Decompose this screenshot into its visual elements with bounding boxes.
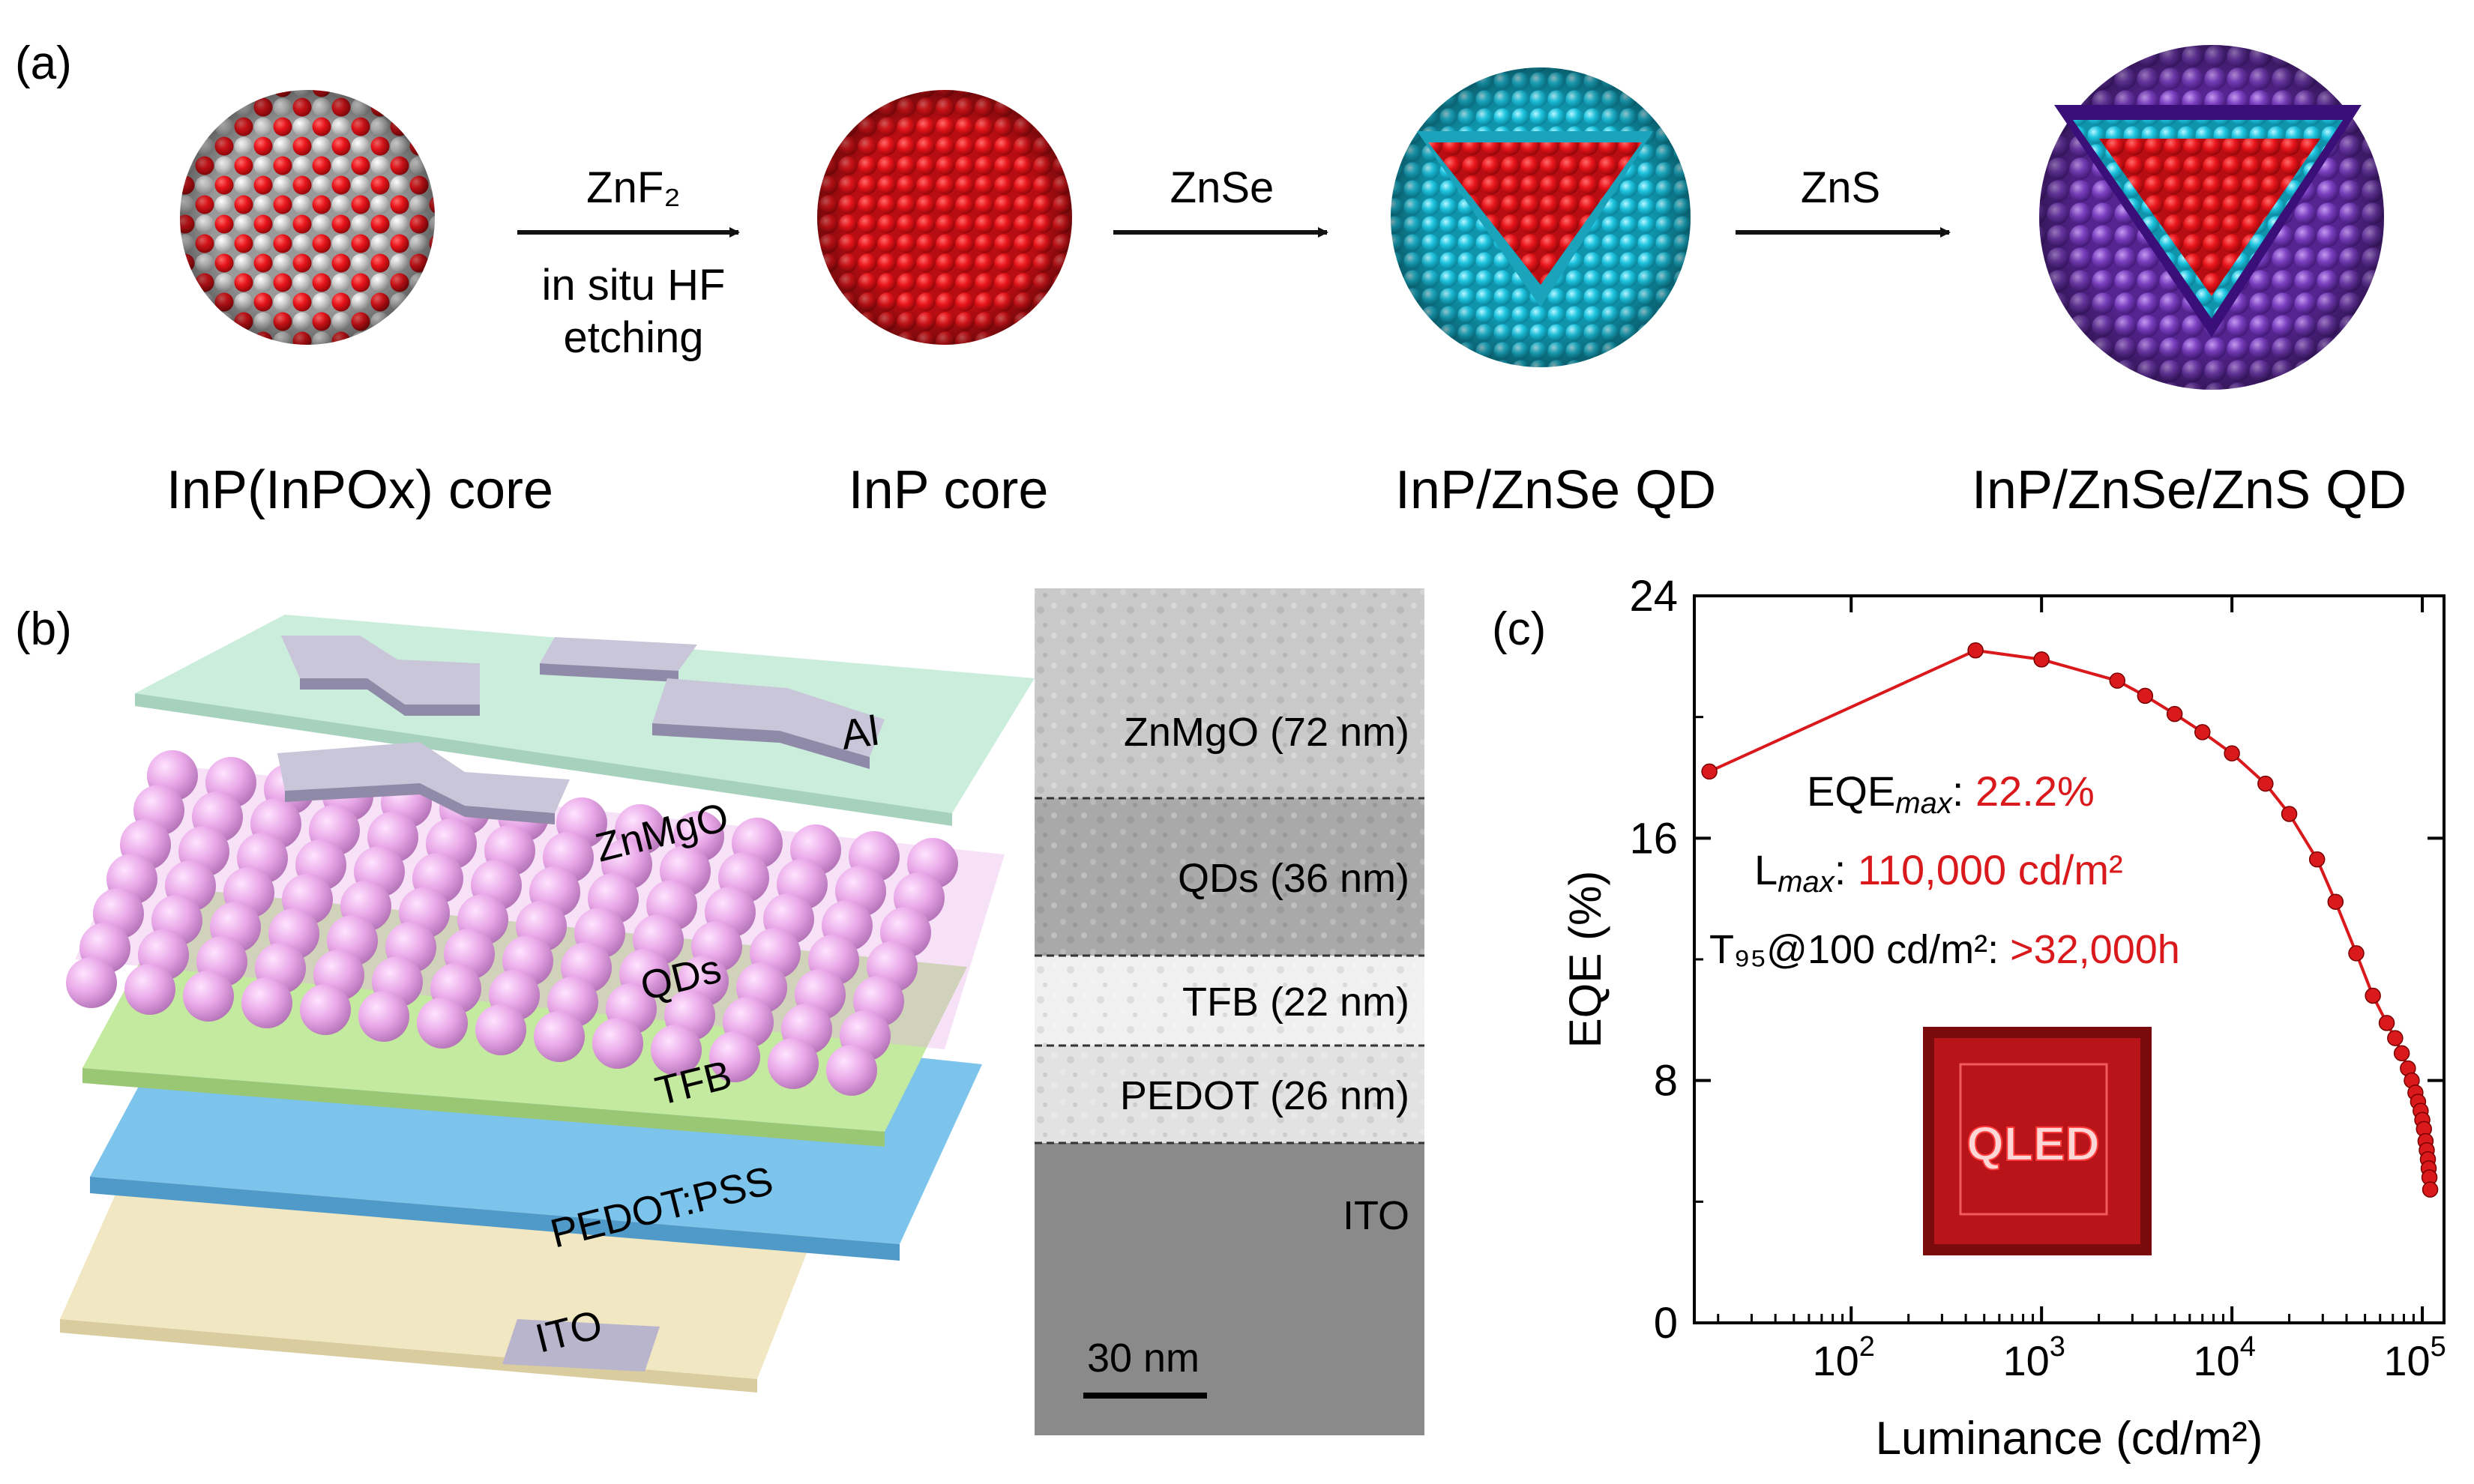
inp-core-sphere <box>817 90 1072 345</box>
qled-inset-photo: QLED <box>1923 1027 2152 1255</box>
panel-a-label: (a) <box>15 37 72 89</box>
qd-sphere <box>124 964 175 1015</box>
tem-scale-bar-label: 30 nm <box>1087 1336 1200 1381</box>
qd-sphere <box>300 984 351 1035</box>
stage-label-inpox-core: InP(InPOx) core <box>166 460 553 520</box>
x-tick-label: 104 <box>2193 1331 2255 1384</box>
y-axis-label: EQE (%) <box>1560 871 1610 1049</box>
inset-text: QLED <box>1966 1117 2100 1171</box>
stage-label-inp-znse-qd: InP/ZnSe QD <box>1395 460 1716 520</box>
device-stack <box>60 615 1035 1393</box>
y-tick-label: 0 <box>1654 1299 1678 1348</box>
qd-sphere <box>417 998 468 1049</box>
panel-c-label: (c) <box>1492 603 1546 655</box>
arrow-label-znf2: ZnF₂ <box>586 163 681 212</box>
inp-znse-qd-sphere <box>1391 67 1691 367</box>
qd-sphere <box>768 1038 819 1089</box>
stage-label-inp-znse-zns-qd: InP/ZnSe/ZnS QD <box>1972 460 2407 520</box>
eqe-data-point <box>2194 724 2211 741</box>
x-axis-label: Luminance (cd/m²) <box>1876 1413 2263 1465</box>
qd-sphere <box>66 957 117 1008</box>
eqe-data-point <box>2422 1181 2439 1198</box>
eqe-data-point <box>2387 1030 2404 1046</box>
eqe-data-point <box>2378 1015 2395 1031</box>
device-label-al: Al <box>838 707 882 758</box>
qd-sphere <box>475 1004 526 1055</box>
annot-eqe-prefix: EQE <box>1807 767 1895 815</box>
inpox-core-sphere <box>180 90 435 345</box>
eqe-data-point <box>2224 745 2240 761</box>
tem-label-qds: QDs (36 nm) <box>1178 856 1409 901</box>
qd-sphere <box>592 1018 643 1069</box>
annot-l-prefix: L <box>1754 846 1778 893</box>
qd-sphere <box>534 1011 585 1062</box>
annot-eqe-colon: : <box>1952 767 1975 815</box>
annot-t95-prefix: T₉₅@100 cd/m²: <box>1709 927 2010 972</box>
tem-label-tfb: TFB (22 nm) <box>1182 980 1409 1025</box>
x-tick-label: 105 <box>2383 1331 2446 1384</box>
annot-t95-value: >32,000h <box>2010 927 2180 972</box>
eqe-data-point <box>2281 806 2298 822</box>
qd-sphere <box>826 1045 877 1096</box>
qd-sphere <box>358 991 409 1042</box>
eqe-data-point <box>2033 651 2050 668</box>
arrow-label-insitu: in situ HF <box>542 261 726 310</box>
tem-label-pedot: PEDOT (26 nm) <box>1120 1073 1409 1118</box>
ito-contact-pad <box>502 1319 660 1372</box>
qd-sphere <box>709 1031 760 1082</box>
x-tick-label: 103 <box>2002 1331 2065 1384</box>
eqe-data-point <box>2257 775 2274 792</box>
tem-label-znmgo: ZnMgO (72 nm) <box>1124 710 1409 755</box>
y-tick-label: 16 <box>1629 814 1678 863</box>
inp-znse-zns-qd-sphere <box>2039 45 2384 390</box>
annot-lmax: Lmax: 110,000 cd/m² <box>1754 846 2123 899</box>
eqe-data-point <box>2365 987 2381 1004</box>
annot-eqe: EQEmax: 22.2% <box>1807 767 2095 820</box>
tem-image <box>1035 588 1424 1435</box>
panel-b-label: (b) <box>15 603 72 655</box>
y-tick-label: 8 <box>1654 1057 1678 1106</box>
tem-label-ito: ITO <box>1343 1193 1409 1238</box>
eqe-data-point <box>2327 893 2344 910</box>
eqe-data-point <box>1701 763 1718 780</box>
qd-sphere <box>241 977 292 1028</box>
y-tick-label: 24 <box>1629 572 1678 621</box>
stage-label-inp-core: InP core <box>849 460 1049 520</box>
annot-eqe-value: 22.2% <box>1975 767 2095 815</box>
qd-layer <box>66 750 1005 1096</box>
annot-t95: T₉₅@100 cd/m²: >32,000h <box>1709 927 2180 972</box>
annot-l-sub: max <box>1778 866 1836 899</box>
arrow-label-zns: ZnS <box>1801 163 1880 212</box>
al-electrodes <box>277 636 885 824</box>
annot-eqe-sub: max <box>1895 787 1954 820</box>
arrow-label-etching: etching <box>563 313 703 362</box>
eqe-data-point <box>2308 851 2326 868</box>
eqe-data-point <box>2166 705 2183 723</box>
eqe-data-point <box>2393 1045 2410 1062</box>
annot-l-colon: : <box>1835 846 1858 893</box>
arrow-label-znse: ZnSe <box>1170 163 1274 212</box>
qd-sphere <box>651 1025 702 1076</box>
eqe-data-point <box>2348 945 2365 962</box>
eqe-data-point <box>2137 687 2154 705</box>
eqe-data-point <box>2109 672 2125 689</box>
x-tick-label: 102 <box>1813 1331 1875 1384</box>
annot-l-value: 110,000 cd/m² <box>1858 846 2123 893</box>
eqe-data-point <box>1967 642 1984 659</box>
qd-sphere <box>183 971 234 1022</box>
